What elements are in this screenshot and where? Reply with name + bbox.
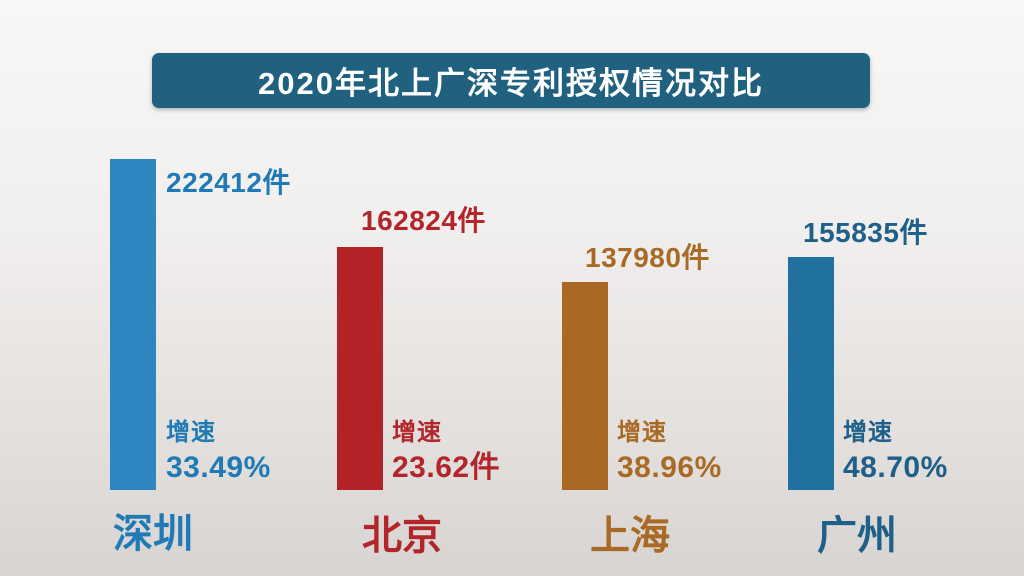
growth-block-guangzhou: 增速 48.70% xyxy=(843,421,948,483)
growth-value-beijing: 23.62件 xyxy=(392,451,501,484)
chart-title-banner: 2020年北上广深专利授权情况对比 xyxy=(152,53,870,108)
value-label-beijing: 162824件 xyxy=(361,205,486,236)
bar-beijing xyxy=(337,247,383,490)
city-label-shenzhen: 深圳 xyxy=(113,512,193,556)
chart-title: 2020年北上广深专利授权情况对比 xyxy=(258,66,764,101)
growth-block-shenzhen: 增速 33.49% xyxy=(166,421,271,483)
value-label-guangzhou: 155835件 xyxy=(803,217,928,248)
growth-value-shenzhen: 33.49% xyxy=(166,451,271,484)
value-label-shanghai: 137980件 xyxy=(585,242,710,273)
city-label-shanghai: 上海 xyxy=(590,514,670,558)
value-label-shenzhen: 222412件 xyxy=(166,167,291,198)
growth-prefix-shenzhen: 增速 xyxy=(166,419,216,446)
growth-block-beijing: 增速 23.62件 xyxy=(392,421,500,483)
bar-shenzhen xyxy=(110,159,156,490)
growth-block-shanghai: 增速 38.96% xyxy=(617,421,722,483)
growth-prefix-guangzhou: 增速 xyxy=(843,419,893,446)
growth-prefix-shanghai: 增速 xyxy=(617,419,667,446)
city-label-guangzhou: 广州 xyxy=(817,514,897,558)
bar-shanghai xyxy=(562,282,608,490)
city-label-beijing: 北京 xyxy=(362,514,442,558)
growth-value-guangzhou: 48.70% xyxy=(843,451,948,484)
growth-prefix-beijing: 增速 xyxy=(392,419,442,446)
growth-value-shanghai: 38.96% xyxy=(617,451,722,484)
bar-guangzhou xyxy=(788,257,834,490)
